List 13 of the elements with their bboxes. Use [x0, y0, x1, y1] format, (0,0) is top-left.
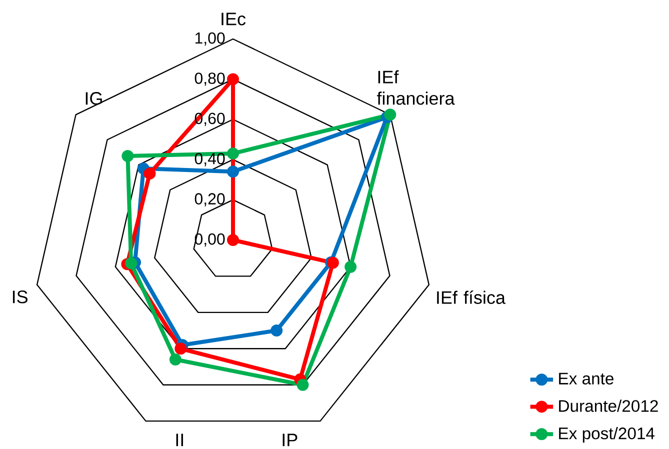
y-tick-label: 1,00	[195, 32, 225, 46]
spoke-label: II	[176, 434, 183, 446]
y-tick-label: 0,80	[194, 72, 225, 86]
legend-label: Ex ante	[559, 372, 614, 384]
y-tick-label: 0,40	[194, 152, 225, 166]
spoke-label: IEc	[222, 12, 246, 26]
spoke-label: IEf financiera	[376, 70, 455, 105]
legend-label: Ex post/2014	[559, 427, 654, 443]
legend-label: Durante/2012	[559, 400, 658, 412]
y-tick-label: 0,20	[194, 193, 225, 206]
spoke-label: IEf física	[437, 290, 506, 304]
spoke-label: IS	[12, 290, 28, 304]
spoke-label: IP	[282, 434, 298, 446]
